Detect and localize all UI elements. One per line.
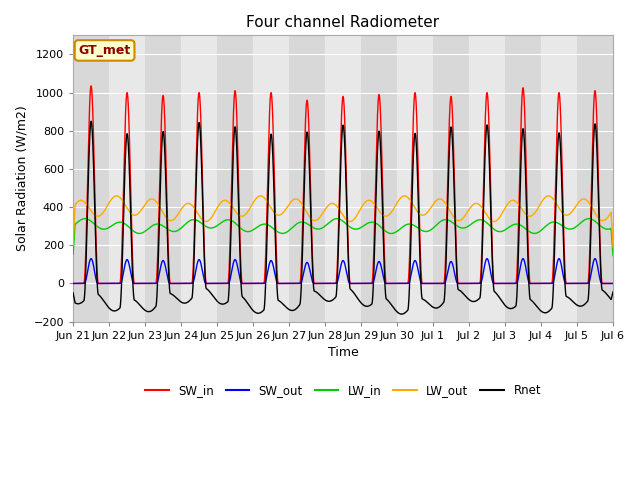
LW_out	[609, 244, 617, 250]
LW_in	[104, 225, 112, 231]
Bar	[541, 36, 577, 322]
LW_out	[394, 199, 402, 204]
Bar	[469, 36, 505, 322]
SW_out	[298, 279, 305, 285]
SW_in	[609, 281, 617, 287]
LW_out	[257, 193, 264, 199]
LW_out	[104, 202, 112, 207]
Bar	[145, 36, 181, 322]
LW_in	[609, 252, 617, 258]
Rnet	[87, 119, 95, 124]
Line: LW_in: LW_in	[73, 219, 613, 255]
Line: SW_in: SW_in	[73, 86, 613, 284]
SW_out	[353, 281, 360, 287]
SW_out	[467, 281, 474, 287]
Bar	[181, 36, 217, 322]
SW_in	[353, 281, 360, 287]
Rnet	[69, 290, 77, 296]
LW_out	[467, 204, 474, 210]
Bar	[505, 36, 541, 322]
LW_in	[467, 222, 474, 228]
Y-axis label: Solar Radiation (W/m2): Solar Radiation (W/m2)	[15, 106, 28, 252]
SW_in	[298, 264, 305, 270]
LW_in	[85, 217, 93, 223]
Text: GT_met: GT_met	[79, 44, 131, 57]
Bar	[397, 36, 433, 322]
LW_in	[69, 252, 77, 257]
Bar	[325, 36, 361, 322]
Rnet	[398, 311, 406, 317]
Legend: SW_in, SW_out, LW_in, LW_out, Rnet: SW_in, SW_out, LW_in, LW_out, Rnet	[140, 379, 546, 402]
SW_in	[87, 83, 95, 89]
Bar	[253, 36, 289, 322]
LW_out	[353, 213, 360, 219]
LW_in	[394, 228, 402, 233]
Bar	[73, 36, 109, 322]
LW_in	[81, 216, 89, 222]
SW_in	[467, 281, 474, 287]
Bar	[109, 36, 145, 322]
Rnet	[467, 298, 474, 304]
SW_in	[394, 281, 402, 287]
SW_out	[394, 281, 402, 287]
SW_in	[85, 120, 93, 126]
Rnet	[394, 310, 402, 315]
SW_out	[104, 281, 112, 287]
Bar	[433, 36, 469, 322]
SW_out	[87, 256, 95, 262]
Rnet	[104, 304, 112, 310]
LW_in	[298, 219, 305, 225]
SW_out	[85, 261, 93, 267]
Rnet	[609, 289, 617, 295]
X-axis label: Time: Time	[328, 346, 358, 359]
SW_out	[609, 281, 617, 287]
Bar	[577, 36, 613, 322]
Rnet	[353, 294, 360, 300]
Line: Rnet: Rnet	[73, 121, 613, 314]
Bar	[217, 36, 253, 322]
Line: LW_out: LW_out	[73, 196, 613, 247]
Bar	[289, 36, 325, 322]
LW_out	[69, 242, 77, 248]
Title: Four channel Radiometer: Four channel Radiometer	[246, 15, 440, 30]
SW_in	[104, 281, 112, 287]
Bar	[361, 36, 397, 322]
LW_out	[298, 200, 305, 206]
LW_out	[85, 205, 93, 211]
SW_out	[69, 281, 77, 287]
SW_in	[69, 281, 77, 287]
Rnet	[85, 152, 93, 158]
Rnet	[298, 285, 305, 290]
Line: SW_out: SW_out	[73, 259, 613, 284]
LW_in	[353, 226, 360, 232]
